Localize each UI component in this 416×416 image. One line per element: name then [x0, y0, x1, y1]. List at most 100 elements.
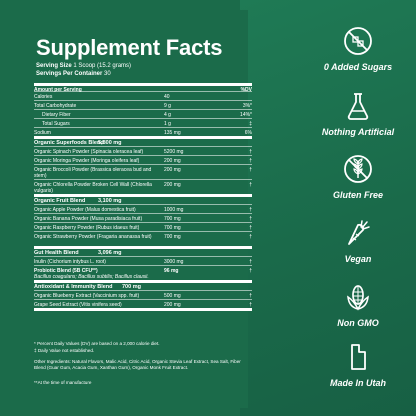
- other-ingredients: Other Ingredients: Natural Flavors, Mali…: [34, 359, 241, 370]
- supplement-facts-panel: Supplement Facts: [12, 10, 248, 408]
- nutrient-dv: ‡: [249, 121, 252, 127]
- ingredient-row: Organic Spinach Powder (Spinacia olerace…: [34, 146, 252, 155]
- ingredient-row: Organic Banana Powder (Musa paradisiaca …: [34, 213, 252, 222]
- ingredient-dv: †: [249, 302, 252, 308]
- nutrient-amount: 9 g: [164, 103, 171, 109]
- ingredient-row: Organic Broccoli Powder (Brassica olerac…: [34, 164, 252, 179]
- corn-icon: [343, 282, 373, 312]
- ingredient-name: Organic Raspberry Powder (Rubus idaeus f…: [34, 225, 140, 231]
- nutrient-amount: 40: [164, 94, 170, 100]
- ingredient-amount: 700 mg: [164, 216, 181, 222]
- nutrient-dv: 14%*: [240, 112, 252, 118]
- ingredient-subtext: Bacillus coagulans; Bacillus subtilis; B…: [34, 274, 149, 280]
- serving-size-label: Serving Size: [36, 63, 72, 69]
- blend-amount: 5,800 mg: [98, 140, 122, 146]
- ingredient-name: Organic Blueberry Extract (Vaccinium spp…: [34, 293, 140, 299]
- blend-header: Gut Health Blend 3,096 mg: [34, 246, 252, 256]
- wheat-icon: [343, 154, 373, 184]
- ingredient-name: Organic Banana Powder (Musa paradisiaca …: [34, 216, 143, 222]
- ingredient-name: Probiotic Blend (5B CFU**): [34, 268, 98, 274]
- blend-name: Gut Health Blend: [34, 250, 79, 256]
- serving-size-value: 1 Scoop (15.2 grams): [73, 63, 132, 69]
- ingredient-name: Organic Moringa Powder (Moringa oleifera…: [34, 158, 140, 164]
- table-header: Amount per Serving %DV: [34, 83, 252, 93]
- claim-label: Non GMO: [337, 318, 379, 328]
- ingredient-row: Organic Blueberry Extract (Vaccinium spp…: [34, 290, 252, 299]
- blend-header: Antioxidant & Immunity Blend 700 mg: [34, 280, 252, 290]
- blend-amount: 3,096 mg: [98, 250, 122, 256]
- nutrient-name: Total Carbohydrate: [34, 103, 77, 109]
- servings-per-container-label: Servings Per Container: [36, 71, 103, 77]
- ingredient-amount: 3000 mg: [164, 259, 184, 265]
- ingredient-row: Inulin (Cichorium intybus L. root) 3000 …: [34, 256, 252, 265]
- dv-header: %DV: [240, 87, 252, 93]
- no-sugar-icon: [343, 26, 373, 56]
- ingredient-name: Inulin (Cichorium intybus L. root): [34, 259, 106, 265]
- servings-per-container-value: 30: [104, 71, 111, 77]
- claim-label: Gluten Free: [332, 190, 383, 200]
- nutrient-name: Dietary Fiber: [42, 112, 71, 118]
- ingredient-amount: 700 mg: [164, 225, 181, 231]
- amount-header: Amount per Serving: [34, 87, 82, 93]
- ingredient-row: Organic Raspberry Powder (Rubus idaeus f…: [34, 222, 252, 231]
- facts-table: Amount per Serving %DV Calories 40 Total…: [34, 83, 252, 311]
- claim-label: Vegan: [344, 254, 372, 264]
- blend-name: Organic Fruit Blend: [34, 198, 86, 204]
- ingredient-dv: †: [249, 234, 252, 240]
- claim-label: 0 Added Sugars: [323, 62, 393, 72]
- nutrient-name: Sodium: [34, 130, 51, 136]
- ingredient-amount: 200 mg: [164, 158, 181, 164]
- blend-name: Antioxidant & Immunity Blend: [34, 284, 113, 290]
- ingredient-name: Organic Chlorella Powder Broken Cell Wal…: [34, 182, 152, 194]
- nutrient-row: Calories 40: [34, 91, 252, 100]
- claim-0-added-sugars: 0 Added Sugars: [300, 26, 416, 72]
- ingredient-row: Probiotic Blend (5B CFU**) Bacillus coag…: [34, 265, 252, 280]
- ingredient-row: Organic Chlorella Powder Broken Cell Wal…: [34, 179, 252, 194]
- ingredient-name: Organic Strawberry Powder (Fragaria anan…: [34, 234, 152, 240]
- blend-header: Organic Fruit Blend 3,100 mg: [34, 194, 252, 204]
- claim-nothing-artificial: Nothing Artificial: [300, 91, 416, 137]
- ingredient-name: Organic Apple Powder (Malus domestica fr…: [34, 207, 136, 213]
- footnote-manufacture: **At the time of manufacture: [34, 380, 92, 385]
- ingredient-name: Organic Broccoli Powder (Brassica olerac…: [34, 167, 152, 179]
- ingredient-row: Grape Seed Extract (Vitis vinifera seed)…: [34, 299, 252, 308]
- ingredient-dv: †: [249, 149, 252, 155]
- nutrient-name: Calories: [34, 94, 53, 100]
- ingredient-dv: †: [249, 158, 252, 164]
- serving-size-line: Serving Size 1 Scoop (15.2 grams): [36, 62, 131, 70]
- ingredient-row: Organic Apple Powder (Malus domestica fr…: [34, 204, 252, 213]
- nutrient-row: Total Carbohydrate 9 g 3%*: [34, 100, 252, 109]
- nutrient-dv: 6%: [244, 130, 252, 136]
- claims-background: [240, 0, 416, 416]
- claim-label: Made In Utah: [329, 378, 386, 388]
- ingredient-amount: 5200 mg: [164, 149, 184, 155]
- claim-non-gmo: Non GMO: [300, 282, 416, 328]
- ingredient-dv: †: [249, 293, 252, 299]
- divider: [34, 308, 252, 311]
- ingredient-dv: †: [249, 268, 252, 274]
- blend-amount: 700 mg: [122, 284, 141, 290]
- ingredient-dv: †: [249, 259, 252, 265]
- nutrient-row: Total Sugars 1 g ‡: [34, 118, 252, 127]
- ingredient-amount: 200 mg: [164, 302, 181, 308]
- footnote-dv: * Percent Daily Values (DV) are based on…: [34, 341, 160, 346]
- ingredient-amount: 96 mg: [164, 268, 179, 274]
- ingredient-name: Grape Seed Extract (Vitis vinifera seed): [34, 302, 122, 308]
- ingredient-dv: †: [249, 207, 252, 213]
- carrot-icon: [343, 218, 373, 248]
- ingredient-row: Organic Moringa Powder (Moringa oleifera…: [34, 155, 252, 164]
- claim-gluten-free: Gluten Free: [300, 154, 416, 200]
- ingredient-dv: †: [249, 225, 252, 231]
- ingredient-amount: 200 mg: [164, 182, 181, 188]
- nutrient-row: Sodium 135 mg 6%: [34, 127, 252, 136]
- nutrient-amount: 1 g: [164, 121, 171, 127]
- utah-icon: [343, 342, 373, 372]
- blend-header: Organic Superfoods Blend 5,800 mg: [34, 136, 252, 146]
- ingredient-amount: 500 mg: [164, 293, 181, 299]
- blend-amount: 3,100 mg: [98, 198, 122, 204]
- servings-per-container-line: Servings Per Container 30: [36, 70, 111, 78]
- nutrient-amount: 135 mg: [164, 130, 181, 136]
- ingredient-dv: †: [249, 167, 252, 173]
- nutrient-row: Dietary Fiber 4 g 14%*: [34, 109, 252, 118]
- claim-made-in-utah: Made In Utah: [300, 342, 416, 388]
